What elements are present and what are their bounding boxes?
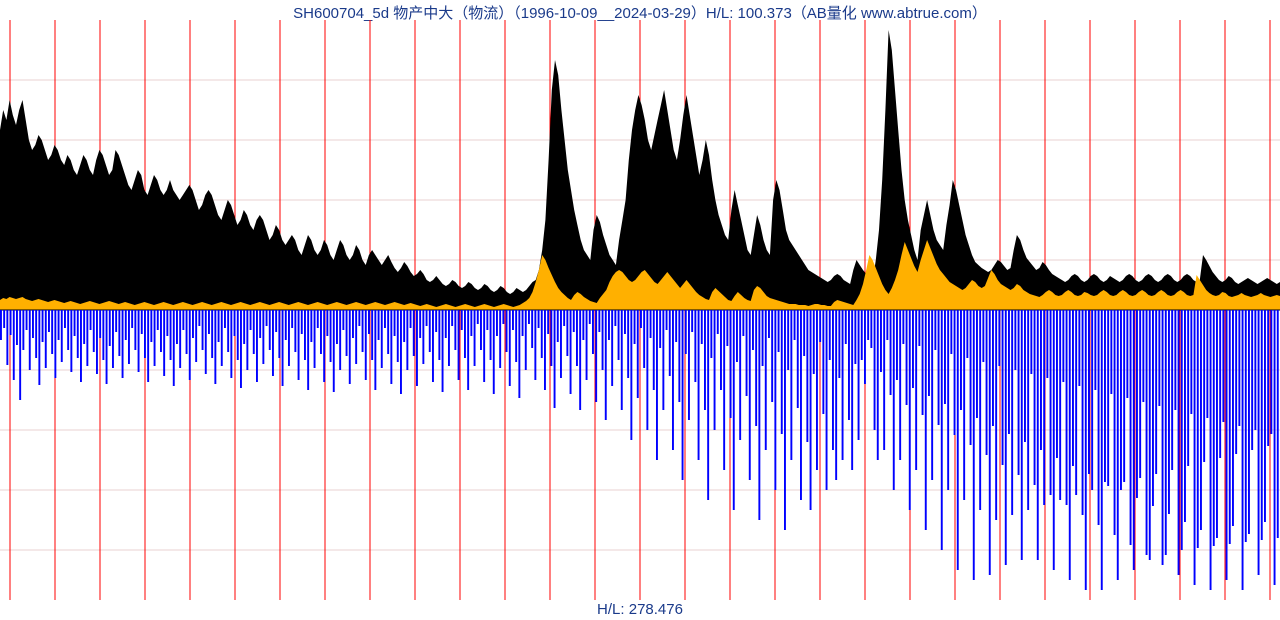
chart-area: [0, 20, 1280, 600]
chart-footer: H/L: 278.476: [0, 601, 1280, 618]
lower-series: [0, 310, 1279, 590]
chart-svg: [0, 20, 1280, 600]
